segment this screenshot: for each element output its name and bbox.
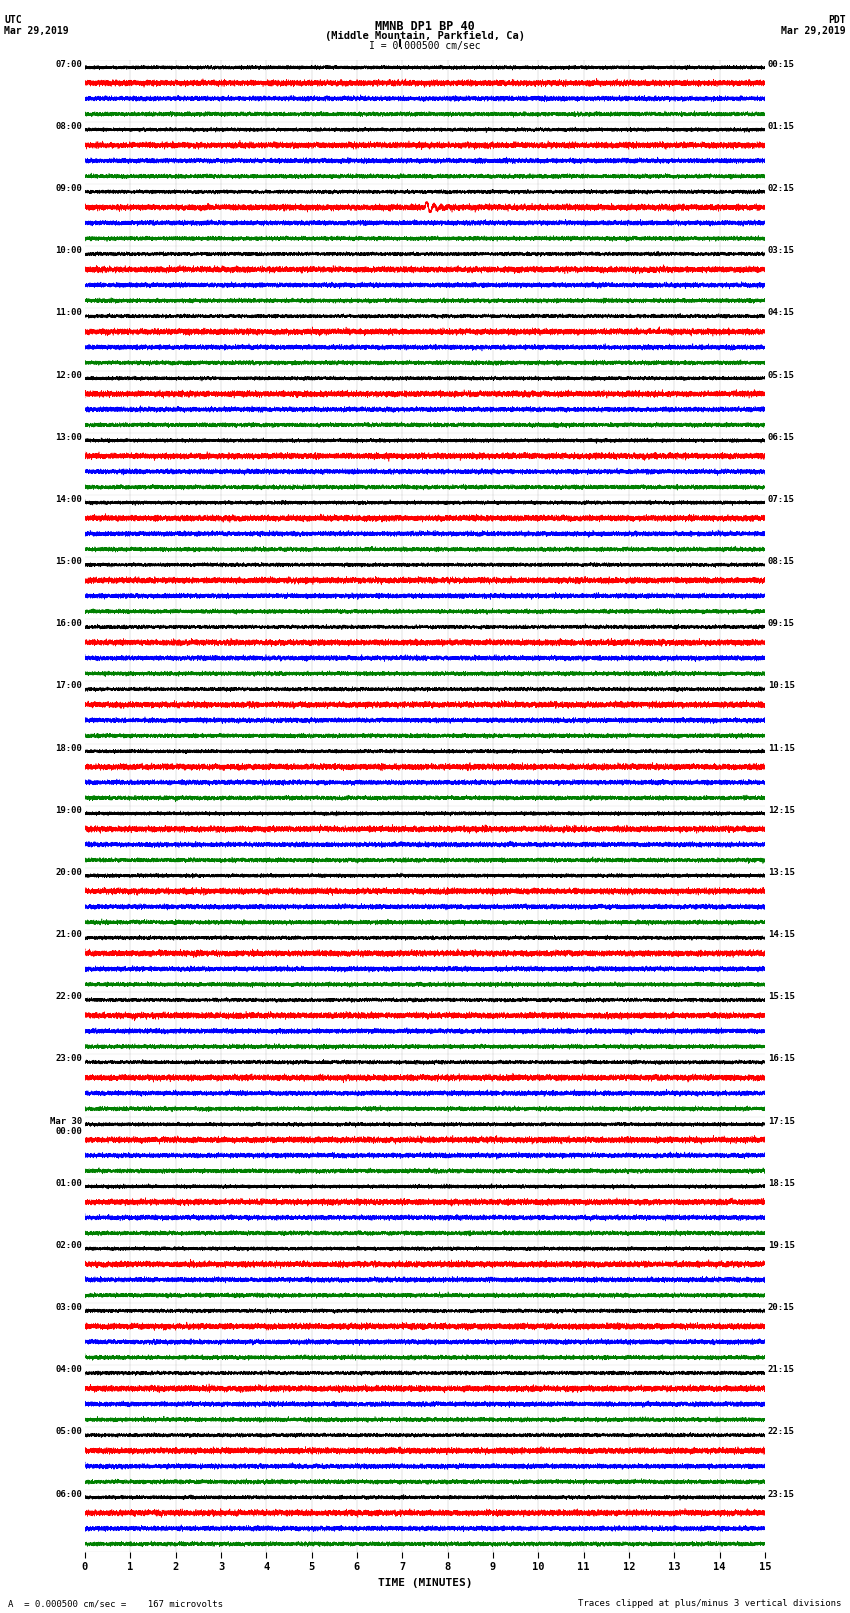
Text: Mar 29,2019: Mar 29,2019: [4, 26, 69, 35]
Text: A  = 0.000500 cm/sec =    167 microvolts: A = 0.000500 cm/sec = 167 microvolts: [8, 1598, 224, 1608]
Text: UTC: UTC: [4, 15, 22, 24]
Text: (Middle Mountain, Parkfield, Ca): (Middle Mountain, Parkfield, Ca): [325, 31, 525, 40]
X-axis label: TIME (MINUTES): TIME (MINUTES): [377, 1578, 473, 1587]
Text: I = 0.000500 cm/sec: I = 0.000500 cm/sec: [369, 40, 481, 52]
Text: PDT: PDT: [828, 15, 846, 24]
Text: Traces clipped at plus/minus 3 vertical divisions: Traces clipped at plus/minus 3 vertical …: [578, 1598, 842, 1608]
Text: MMNB DP1 BP 40: MMNB DP1 BP 40: [375, 19, 475, 34]
Text: Mar 29,2019: Mar 29,2019: [781, 26, 846, 35]
